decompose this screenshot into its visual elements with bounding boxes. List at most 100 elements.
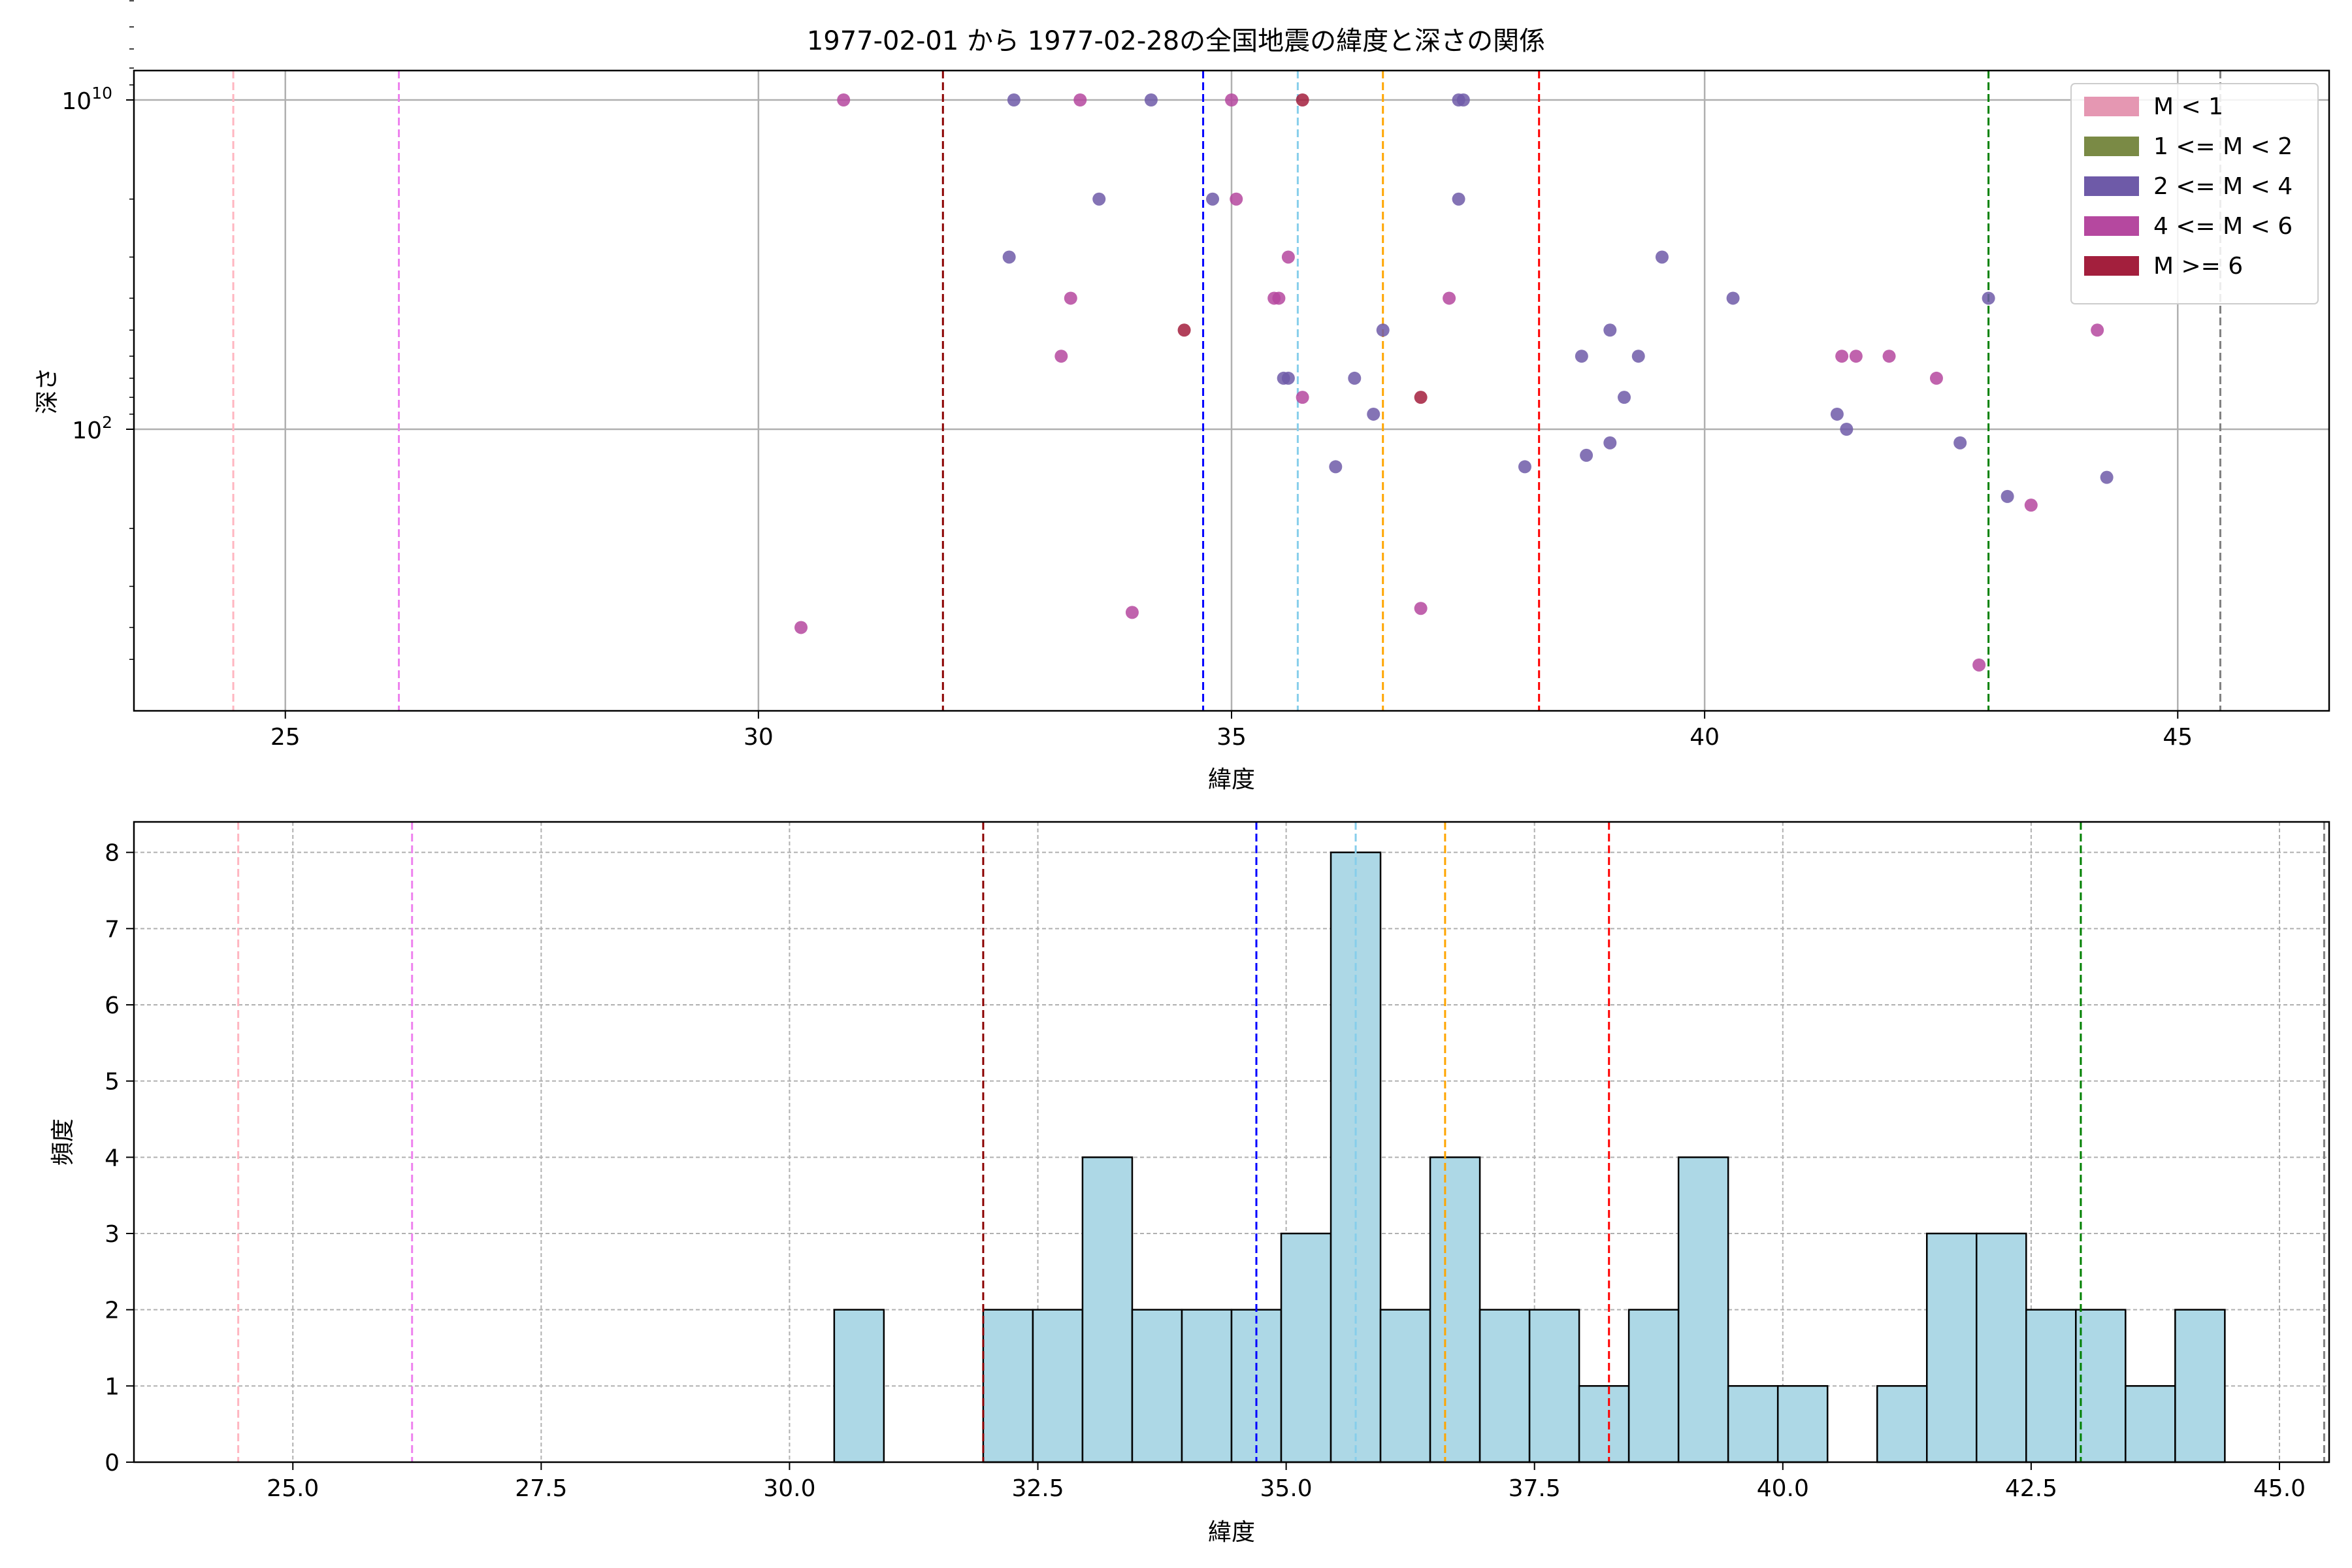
data-point xyxy=(1726,291,1740,305)
data-point xyxy=(1092,192,1106,206)
legend-label: M >= 6 xyxy=(2153,253,2243,280)
data-point xyxy=(1206,192,1220,206)
data-point xyxy=(1073,93,1087,106)
y-tick-label: 8 xyxy=(105,840,120,867)
histogram-bar xyxy=(1578,1385,1630,1463)
scatter-plot: 25 30 35 40 45 1010 102 緯度 深さ M < 1 1 <= M < … xyxy=(34,0,2330,793)
data-point xyxy=(1655,250,1669,264)
x-tick-label: 45.0 xyxy=(2253,1475,2306,1502)
x-tick-label: 40 xyxy=(1690,724,1720,751)
histogram-bar xyxy=(1776,1385,1829,1463)
histogram-bar xyxy=(1627,1309,1680,1463)
y-tick-label: 5 xyxy=(105,1069,120,1096)
data-point xyxy=(1064,291,1077,305)
data-point xyxy=(1849,350,1863,363)
data-point xyxy=(1281,371,1295,385)
data-point xyxy=(1267,291,1281,305)
data-point xyxy=(1518,460,1531,474)
histogram-bar xyxy=(1081,1156,1134,1463)
data-point xyxy=(1177,323,1191,337)
histogram-bar xyxy=(1727,1385,1779,1463)
histogram: 25.0 27.5 30.0 32.5 35.0 37.5 40.0 42.5 45.0 0 1 2… xyxy=(50,821,2330,1546)
y-tick-label: 102 xyxy=(72,413,112,444)
data-point xyxy=(1982,291,1995,305)
legend-label: 1 <= M < 2 xyxy=(2153,133,2293,160)
x-tick-label: 45 xyxy=(2163,724,2193,751)
x-tick-label: 37.5 xyxy=(1509,1475,1561,1502)
data-point xyxy=(1443,291,1456,305)
histogram-y-axis-label: 頻度 xyxy=(50,1119,76,1166)
x-tick-label: 25.0 xyxy=(267,1475,319,1502)
data-point xyxy=(1631,350,1645,363)
legend-swatch xyxy=(2084,137,2139,156)
x-tick-label: 42.5 xyxy=(2005,1475,2057,1502)
data-point xyxy=(1575,350,1588,363)
histogram-bar xyxy=(1379,1309,1431,1463)
histogram-bar xyxy=(1926,1232,1978,1463)
y-tick-label: 2 xyxy=(105,1298,120,1324)
data-point xyxy=(1929,371,1943,385)
data-point xyxy=(1882,350,1896,363)
histogram-reference-lines xyxy=(237,822,2325,1462)
scatter-y-ticks: 1010 102 xyxy=(61,0,134,661)
data-point xyxy=(1580,448,1593,462)
histogram-y-ticks: 0 1 2 3 4 5 6 7 8 xyxy=(105,840,134,1477)
scatter-x-axis-label: 緯度 xyxy=(1208,766,1255,793)
data-point xyxy=(1603,323,1617,337)
data-point xyxy=(837,93,851,106)
data-point xyxy=(1953,436,1967,449)
histogram-bar xyxy=(1280,1232,1332,1463)
histogram-x-axis-label: 緯度 xyxy=(1208,1519,1255,1546)
histogram-bar xyxy=(982,1309,1034,1463)
histogram-x-ticks: 25.0 27.5 30.0 32.5 35.0 37.5 40.0 42.5 45.0 xyxy=(267,1462,2306,1502)
legend-label: M < 1 xyxy=(2153,93,2223,120)
data-point xyxy=(1972,658,1986,672)
scatter-y-axis-label: 深さ xyxy=(34,367,61,414)
y-tick-label: 0 xyxy=(105,1450,120,1477)
scatter-grid xyxy=(134,71,2329,711)
histogram-bar xyxy=(1528,1309,1580,1463)
histogram-bar xyxy=(2125,1385,2176,1463)
data-point xyxy=(1452,192,1465,206)
scatter-x-ticks: 25 30 35 40 45 xyxy=(270,711,2193,751)
scatter-points xyxy=(794,93,2114,672)
data-point xyxy=(2001,489,2014,503)
histogram-bar xyxy=(1429,1156,1481,1463)
histogram-bar xyxy=(1181,1309,1233,1463)
y-tick-label: 1010 xyxy=(61,84,112,115)
x-tick-label: 35.0 xyxy=(1260,1475,1313,1502)
data-point xyxy=(1376,323,1390,337)
data-point xyxy=(1367,407,1380,421)
histogram-bar xyxy=(833,1309,885,1463)
data-point xyxy=(1603,436,1617,449)
histogram-bar xyxy=(1478,1309,1531,1463)
histogram-bar xyxy=(1032,1309,1084,1463)
data-point xyxy=(1125,606,1139,619)
data-point xyxy=(1296,93,1309,106)
legend-swatch xyxy=(2084,216,2139,236)
histogram-bar xyxy=(1677,1156,1729,1463)
x-tick-label: 25 xyxy=(270,724,301,751)
histogram-bar xyxy=(1976,1232,2027,1463)
histogram-bar xyxy=(2075,1309,2127,1463)
data-point xyxy=(1329,460,1343,474)
legend-swatch xyxy=(2084,256,2139,276)
data-point xyxy=(2100,470,2114,484)
data-point xyxy=(1618,391,1631,404)
legend-swatch xyxy=(2084,97,2139,116)
chart-title: 1977-02-01 から 1977-02-28の全国地震の緯度と深さの関係 xyxy=(807,26,1545,56)
legend-label: 4 <= M < 6 xyxy=(2153,213,2293,240)
histogram-axes-frame xyxy=(133,821,2330,1463)
y-tick-label: 1 xyxy=(105,1373,120,1400)
data-point xyxy=(1002,250,1016,264)
histogram-bar xyxy=(2174,1309,2226,1463)
data-point xyxy=(1225,93,1238,106)
scatter-reference-lines xyxy=(232,71,2221,711)
data-point xyxy=(1007,93,1021,106)
data-point xyxy=(1456,93,1470,106)
histogram-bar xyxy=(1876,1385,1928,1463)
data-point xyxy=(1414,602,1428,615)
data-point xyxy=(794,621,808,634)
legend-label: 2 <= M < 4 xyxy=(2153,173,2293,200)
